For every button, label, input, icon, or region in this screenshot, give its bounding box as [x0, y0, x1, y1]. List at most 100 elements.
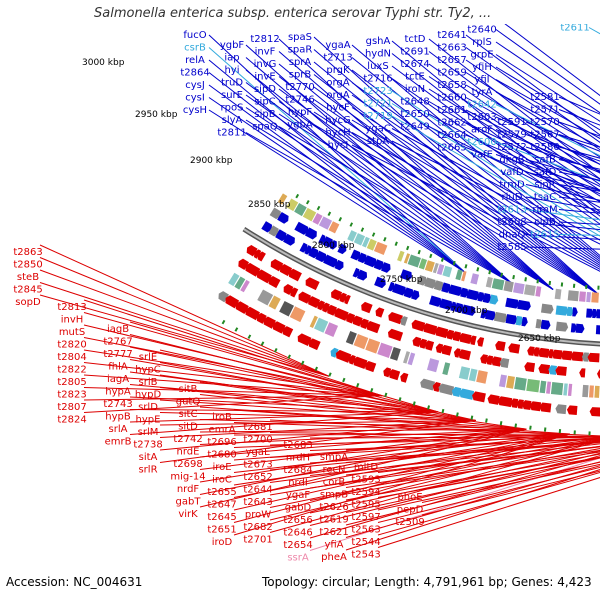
feature-block [432, 382, 441, 392]
feature-block [540, 303, 554, 314]
forward-gene-label: t2648 [400, 97, 429, 108]
tick-mark [464, 264, 468, 269]
feature-block [268, 276, 281, 289]
feature-block [575, 323, 585, 334]
reverse-leader-line [159, 399, 476, 422]
feature-block [373, 241, 388, 255]
feature-block [458, 332, 472, 344]
tick-mark [488, 269, 492, 275]
feature-block [245, 262, 261, 277]
reverse-gene-label: t2767 [103, 337, 132, 348]
reverse-gene-label: hypB [105, 412, 131, 423]
forward-leader-line [428, 76, 600, 191]
kbp-label: 2950 kbp [135, 110, 178, 120]
forward-gene-label: t2691 [400, 47, 429, 58]
tick-mark [328, 372, 332, 377]
feature-block [318, 234, 326, 244]
forward-leader-line [245, 82, 512, 284]
forward-gene-label: t2642 [467, 100, 496, 111]
forward-gene-label: t2770 [285, 82, 314, 93]
forward-gene-label: t2650 [400, 109, 429, 120]
kbp-label: 2700 kbp [445, 306, 488, 316]
feature-block [458, 366, 471, 380]
forward-gene-label: t2579 [497, 130, 526, 141]
reverse-leader-line [159, 362, 476, 422]
feature-block [387, 328, 404, 342]
forward-leader-line [313, 124, 599, 295]
reverse-gene-label: sitB [179, 384, 198, 395]
feature-block [548, 365, 557, 375]
feature-block [399, 269, 412, 281]
feature-block [466, 289, 480, 301]
forward-leader-line [351, 132, 600, 270]
forward-gene-label: t2713 [323, 53, 352, 64]
forward-leader-line [351, 82, 600, 263]
kbp-label: 3000 kbp [82, 58, 125, 68]
forward-gene-label: t2613 [497, 205, 526, 216]
reverse-leader-line [83, 312, 382, 397]
feature-block [516, 399, 524, 409]
forward-leader-line [495, 91, 600, 148]
forward-leader-line [495, 129, 600, 174]
feature-block [389, 346, 401, 361]
feature-block [288, 268, 302, 282]
feature-block [312, 213, 323, 225]
feature-block [570, 323, 577, 333]
feature-block [403, 351, 410, 364]
feature-block [322, 236, 333, 248]
reverse-gene-label: t2696 [207, 437, 236, 448]
feature-block [283, 284, 294, 295]
reverse-leader-line [377, 461, 600, 511]
reverse-gene-label: smpB [320, 490, 348, 501]
feature-block [366, 320, 381, 334]
forward-gene-label: t2591 [497, 117, 526, 128]
tick-mark [398, 397, 402, 402]
feature-block [448, 284, 463, 297]
feature-block [400, 372, 409, 383]
forward-leader-line [495, 29, 600, 105]
forward-leader-line [208, 109, 466, 273]
forward-leader-line [278, 76, 554, 290]
forward-leader-line [245, 94, 512, 284]
feature-block [411, 319, 426, 332]
feature-block [480, 308, 488, 319]
feature-block [470, 273, 480, 285]
forward-gene-label: tsaC [534, 192, 556, 203]
forward-leader-line [278, 101, 554, 290]
feature-block [521, 316, 528, 327]
forward-gene-label: t2641 [437, 30, 466, 41]
tick-mark [441, 408, 445, 414]
feature-block [365, 338, 381, 354]
title-background [0, 0, 600, 24]
feature-block [289, 306, 306, 323]
reverse-leader-line [345, 438, 600, 451]
reverse-gene-label: srlD [138, 402, 158, 413]
tick-mark [394, 241, 398, 246]
feature-block [477, 337, 485, 347]
forward-gene-label: ygbF [220, 40, 245, 51]
forward-leader-line [428, 63, 600, 186]
forward-gene-label: hypF [288, 107, 313, 118]
feature-block [286, 198, 299, 212]
feature-block [377, 342, 393, 358]
feature-block [491, 356, 502, 367]
forward-gene-label: clpB [534, 217, 556, 228]
feature-block [524, 362, 536, 373]
reverse-leader-line [233, 433, 570, 473]
tick-mark [305, 199, 310, 205]
feature-block [407, 254, 421, 268]
feature-block [407, 352, 416, 366]
forward-leader-line [495, 116, 600, 165]
reverse-gene-label: gutQ [176, 397, 201, 408]
feature-block [308, 296, 321, 309]
reverse-gene-label: t2645 [207, 512, 236, 523]
forward-gene-label: t2572 [497, 142, 526, 153]
forward-leader-line [245, 69, 512, 284]
reverse-gene-label: steB [17, 272, 39, 283]
forward-leader-line [351, 69, 600, 261]
reverse-leader-line [377, 477, 600, 548]
forward-gene-label: t2662 [437, 118, 466, 129]
feature-block [539, 402, 552, 413]
forward-gene-label: t2746 [285, 95, 314, 106]
